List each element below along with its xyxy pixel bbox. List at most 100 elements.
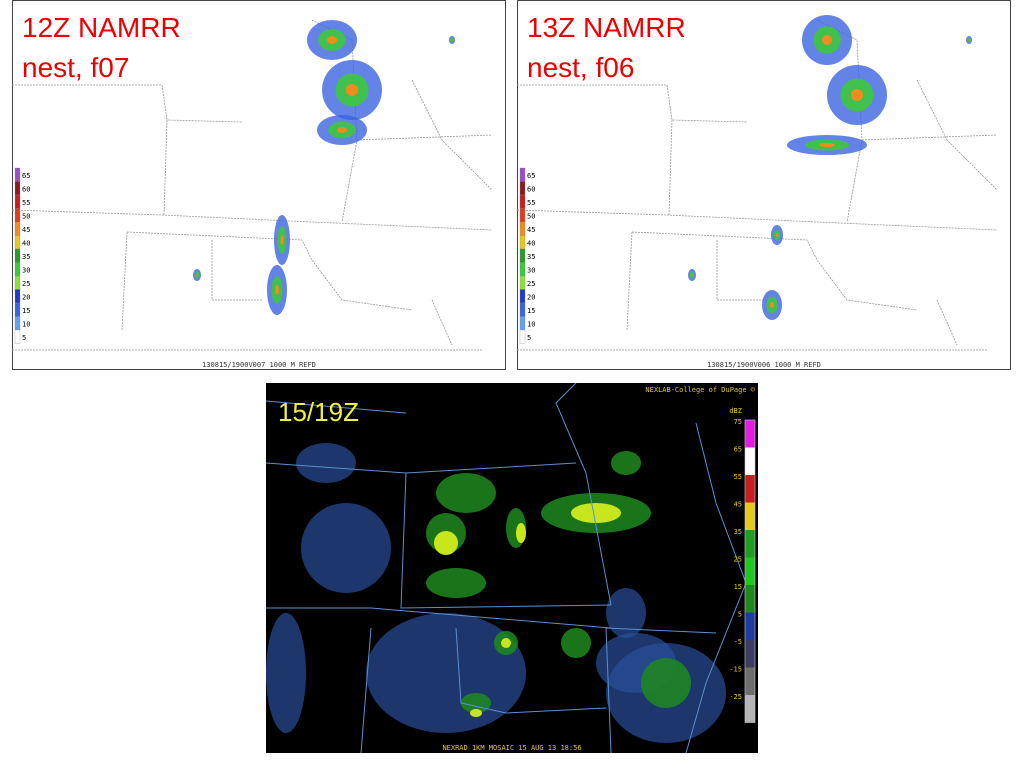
state-border [517,84,748,123]
legend-swatch [14,329,21,344]
radar-clutter [366,613,526,733]
legend-swatch [14,302,21,317]
legend-label: 10 [22,321,30,329]
state-border [555,383,612,606]
legend-swatch [519,235,526,250]
legend-swatch [745,695,755,723]
legend-label: -15 [729,666,742,674]
state-border [605,627,612,753]
state-border [400,472,612,609]
precip-peak [691,273,693,277]
radar-core [434,531,458,555]
legend-swatch [745,585,755,613]
state-border [431,299,453,346]
state-border [356,134,493,141]
precip-peak [327,36,337,44]
panel-subtitle: nest, f06 [527,52,634,83]
radar-echo [641,658,691,708]
legend-swatch [745,530,755,558]
legend-label: 25 [22,280,30,288]
legend-swatch [14,316,21,331]
legend-label: 65 [527,172,535,180]
precip-peak [775,233,779,237]
legend-label: 40 [527,240,535,248]
precip-peak [819,143,835,147]
state-border [455,627,607,714]
state-border [668,119,673,216]
panel-footer: 130815/1900V006 1000 M REFD [707,361,821,369]
radar-core [501,638,511,648]
radar-echo [436,473,496,513]
precip-peak [275,285,279,295]
legend-swatch [519,167,526,182]
state-border [12,84,243,123]
credit: NEXLAB-College of DuPage © [645,386,755,394]
state-border [360,627,372,753]
legend-label: 55 [527,199,535,207]
state-border [211,240,262,301]
precip-peak [346,84,358,96]
legend-label: 5 [22,334,26,342]
legend-swatch [745,475,755,503]
precip-peak [196,273,198,277]
panel-footer: NEXRAD 1KM MOSAIC 15 AUG 13 18:56 [442,744,581,752]
radar-core [571,503,621,523]
legend-swatch [745,420,755,448]
legend-swatch [519,221,526,236]
map-frame [12,0,506,370]
legend-label: 75 [734,418,742,426]
legend-swatch [14,289,21,304]
legend-swatch [14,235,21,250]
radar-clutter [301,503,391,593]
panel-title: 12Z NAMRR [22,12,181,43]
legend-label: 45 [527,226,535,234]
legend-label: 35 [22,253,30,261]
legend-label: 15 [734,583,742,591]
radar-clutter [606,588,646,638]
legend-swatch [14,181,21,196]
legend-swatch [14,275,21,290]
legend-label: 35 [527,253,535,261]
radar-echo [426,568,486,598]
legend-label: 25 [527,280,535,288]
legend-swatch [745,447,755,475]
legend-swatch [519,316,526,331]
legend-swatch [519,302,526,317]
state-border [370,607,612,629]
state-border [861,134,998,141]
legend-unit: dBZ [729,407,742,415]
legend-label: 20 [527,294,535,302]
state-border [626,231,633,331]
legend-label: 60 [22,186,30,194]
legend-label: 50 [527,213,535,221]
legend-label: 55 [734,473,742,481]
legend-label: 45 [22,226,30,234]
legend-swatch [745,640,755,668]
legend-label: 50 [22,213,30,221]
radar-clutter [296,443,356,483]
legend-swatch [14,221,21,236]
legend-swatch [745,612,755,640]
legend-label: 25 [734,556,742,564]
legend-label: 60 [527,186,535,194]
legend-label: 35 [734,528,742,536]
state-border [121,231,128,331]
legend-label: -5 [734,638,742,646]
legend-swatch [519,181,526,196]
precip-peak [851,89,863,101]
legend-swatch [14,194,21,209]
model-panel: 65 60 55 50 45 40 35 30 25 20 15 10 5 13Z NAMRR nest, … [517,0,1011,370]
legend-swatch [14,248,21,263]
legend-label: 15 [527,307,535,315]
legend-swatch [519,208,526,223]
legend-swatch [519,329,526,344]
legend-label: 45 [734,501,742,509]
state-border [916,79,998,191]
legend-frame [744,419,756,723]
radar-core [516,523,526,543]
legend-swatch [745,502,755,530]
legend-swatch [519,289,526,304]
legend-label: 30 [22,267,30,275]
state-border [266,400,407,414]
